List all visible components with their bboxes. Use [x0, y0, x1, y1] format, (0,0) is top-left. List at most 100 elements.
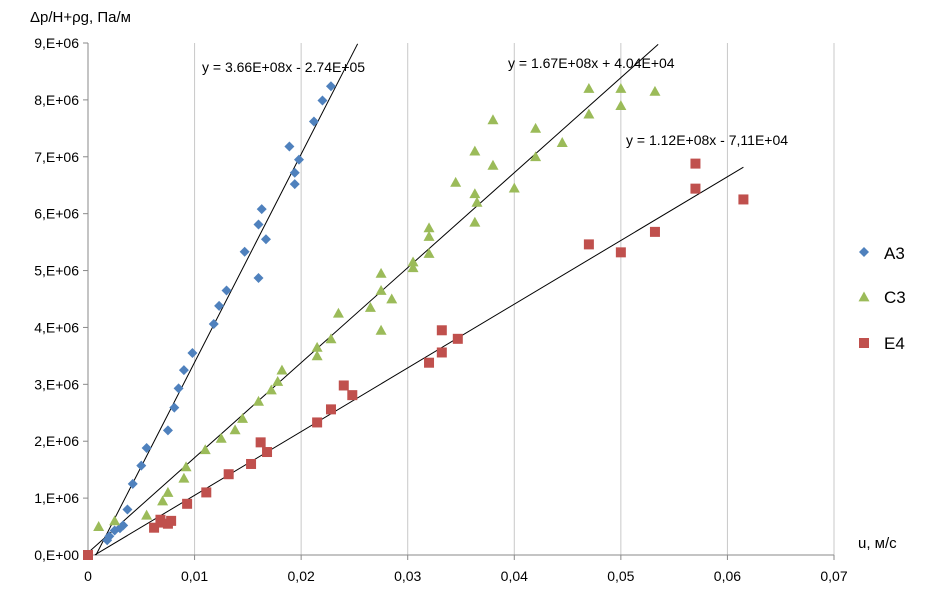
point-C3	[508, 182, 520, 193]
point-E4	[246, 458, 257, 469]
legend-item-E4: E4	[859, 334, 905, 353]
point-C3	[583, 108, 595, 119]
x-tick-label: 0,05	[607, 568, 634, 584]
point-C3	[469, 188, 481, 199]
point-C3	[199, 444, 211, 455]
x-tick-label: 0,06	[714, 568, 741, 584]
point-C3	[253, 395, 265, 406]
point-C3	[615, 83, 627, 93]
legend: A3 C3 E4	[858, 244, 906, 353]
point-A3	[289, 179, 300, 190]
equation-C3: y = 1.67E+08x + 4.04E+04	[508, 55, 675, 71]
legend-marker-E4	[859, 338, 869, 348]
point-A3	[104, 531, 115, 542]
point-E4	[83, 550, 93, 560]
y-tick-label: 5,E+06	[34, 263, 79, 279]
point-A3	[253, 219, 264, 230]
point-C3	[471, 196, 483, 207]
data-points	[83, 81, 749, 560]
point-E4	[166, 515, 177, 526]
point-C3	[375, 284, 387, 295]
grid-lines	[194, 43, 835, 555]
point-C3	[487, 114, 499, 125]
point-A3	[284, 141, 295, 152]
trendline-C3	[87, 44, 659, 554]
point-A3	[239, 246, 250, 257]
legend-label-E4: E4	[884, 334, 905, 353]
point-C3	[375, 324, 387, 335]
x-tick-label: 0,07	[820, 568, 847, 584]
point-E4	[649, 226, 660, 237]
point-C3	[157, 495, 169, 506]
point-C3	[615, 100, 627, 110]
point-C3	[649, 85, 661, 96]
point-A3	[141, 443, 152, 454]
point-E4	[338, 380, 349, 391]
point-A3	[136, 460, 147, 471]
equation-E4: y = 1.12E+08x - 7,11E+04	[626, 132, 788, 148]
point-A3	[122, 504, 133, 515]
x-tick-label: 0,03	[394, 568, 421, 584]
point-C3	[487, 159, 499, 170]
point-A3	[256, 204, 267, 215]
point-C3	[180, 461, 192, 472]
point-C3	[530, 151, 542, 162]
point-E4	[615, 247, 626, 258]
point-E4	[452, 333, 463, 344]
point-C3	[423, 230, 435, 241]
point-C3	[556, 137, 568, 147]
x-tick-label: 0,04	[501, 568, 528, 584]
point-C3	[215, 432, 227, 443]
point-C3	[229, 424, 241, 435]
point-C3	[375, 267, 387, 278]
point-C3	[311, 350, 323, 361]
point-A3	[162, 425, 173, 436]
point-C3	[386, 293, 398, 304]
point-A3	[260, 234, 271, 245]
point-E4	[436, 347, 447, 358]
point-A3	[118, 520, 129, 531]
point-C3	[162, 486, 174, 497]
axes	[83, 42, 835, 560]
y-tick-label: 3,E+06	[34, 376, 79, 392]
point-E4	[424, 357, 435, 368]
point-E4	[583, 239, 594, 250]
point-C3	[93, 521, 105, 531]
point-C3	[450, 176, 462, 187]
point-E4	[690, 158, 701, 169]
legend-label-C3: C3	[884, 288, 906, 307]
point-E4	[255, 437, 266, 448]
point-C3	[423, 247, 435, 258]
point-C3	[364, 302, 376, 312]
point-C3	[272, 375, 284, 386]
point-C3	[423, 222, 435, 233]
point-A3	[294, 154, 305, 165]
y-tick-label: 2,E+06	[34, 433, 79, 449]
point-A3	[127, 478, 138, 489]
y-axis-title: Δp/H+ρg, Па/м	[30, 9, 131, 26]
x-axis-title: u, м/с	[858, 535, 897, 552]
y-tick-label: 8,E+06	[34, 92, 79, 108]
trendline-equations: y = 3.66E+08x - 2.74E+05 y = 1.67E+08x +…	[202, 55, 788, 148]
point-C3	[332, 307, 344, 318]
point-E4	[201, 487, 212, 498]
point-E4	[738, 194, 749, 205]
point-A3	[173, 383, 184, 394]
tick-labels: 0,E+00 1,E+06 2,E+06 3,E+06 4,E+06 5,E+06 6,E+…	[34, 35, 848, 584]
trendline-A3	[95, 43, 359, 556]
point-A3	[169, 402, 180, 413]
point-A3	[253, 272, 264, 283]
point-C3	[407, 262, 419, 273]
point-C3	[325, 333, 337, 344]
point-C3	[530, 122, 542, 133]
point-C3	[178, 472, 190, 483]
legend-item-A3: A3	[859, 244, 905, 263]
point-E4	[325, 404, 336, 415]
y-tick-label: 7,E+06	[34, 149, 79, 165]
point-A3	[325, 81, 336, 92]
y-tick-label: 0,E+00	[34, 547, 79, 563]
point-A3	[208, 319, 219, 330]
legend-marker-A3	[859, 247, 869, 257]
x-tick-label: 0	[84, 568, 92, 584]
point-C3	[237, 412, 249, 423]
